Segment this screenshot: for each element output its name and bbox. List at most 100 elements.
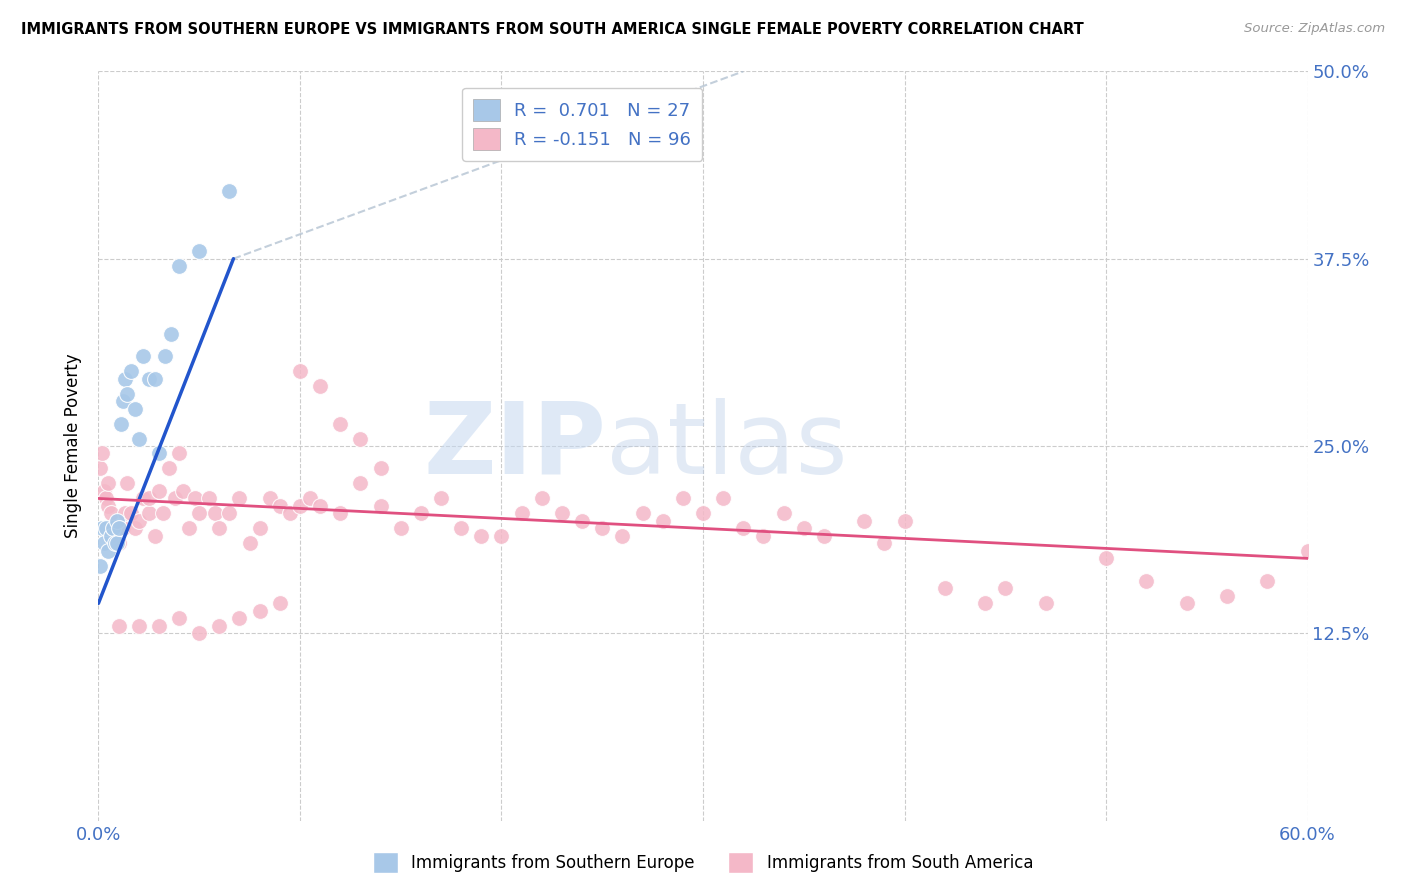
- Point: [143, 529, 166, 543]
- Point: [370, 499, 392, 513]
- Point: [93, 536, 115, 550]
- Point: [143, 371, 166, 385]
- Point: [107, 536, 129, 550]
- Point: [299, 491, 322, 506]
- Text: ZIP: ZIP: [423, 398, 606, 494]
- Point: [1296, 544, 1319, 558]
- Text: IMMIGRANTS FROM SOUTHERN EUROPE VS IMMIGRANTS FROM SOUTH AMERICA SINGLE FEMALE P: IMMIGRANTS FROM SOUTHERN EUROPE VS IMMIG…: [21, 22, 1084, 37]
- Point: [349, 432, 371, 446]
- Point: [370, 461, 392, 475]
- Point: [167, 259, 190, 273]
- Point: [101, 521, 124, 535]
- Point: [530, 491, 553, 506]
- Point: [120, 364, 142, 378]
- Point: [893, 514, 915, 528]
- Point: [124, 401, 146, 416]
- Point: [103, 536, 125, 550]
- Point: [110, 417, 132, 431]
- Point: [249, 604, 271, 618]
- Point: [91, 446, 114, 460]
- Point: [711, 491, 734, 506]
- Point: [259, 491, 281, 506]
- Point: [148, 483, 170, 498]
- Point: [188, 626, 211, 640]
- Point: [111, 394, 134, 409]
- Point: [138, 491, 160, 506]
- Point: [179, 521, 201, 535]
- Point: [96, 491, 118, 506]
- Point: [100, 507, 122, 521]
- Point: [672, 491, 695, 506]
- Point: [631, 507, 654, 521]
- Point: [105, 536, 128, 550]
- Point: [160, 326, 183, 341]
- Point: [124, 521, 146, 535]
- Point: [1256, 574, 1278, 588]
- Point: [188, 244, 211, 259]
- Legend: R =  0.701   N = 27, R = -0.151   N = 96: R = 0.701 N = 27, R = -0.151 N = 96: [463, 88, 702, 161]
- Point: [752, 529, 775, 543]
- Point: [152, 507, 174, 521]
- Point: [91, 521, 114, 535]
- Point: [120, 507, 142, 521]
- Point: [329, 507, 352, 521]
- Point: [309, 499, 332, 513]
- Point: [105, 529, 128, 543]
- Point: [132, 491, 155, 506]
- Point: [612, 529, 634, 543]
- Point: [128, 432, 150, 446]
- Point: [510, 507, 533, 521]
- Point: [793, 521, 815, 535]
- Point: [128, 619, 150, 633]
- Point: [101, 521, 124, 535]
- Point: [138, 507, 160, 521]
- Point: [163, 491, 186, 506]
- Point: [772, 507, 794, 521]
- Point: [491, 529, 513, 543]
- Point: [218, 507, 240, 521]
- Point: [115, 476, 138, 491]
- Point: [1175, 596, 1198, 610]
- Point: [115, 386, 138, 401]
- Point: [853, 514, 876, 528]
- Point: [198, 491, 221, 506]
- Point: [89, 461, 111, 475]
- Point: [269, 499, 291, 513]
- Point: [89, 558, 111, 573]
- Point: [551, 507, 574, 521]
- Point: [470, 529, 492, 543]
- Point: [329, 417, 352, 431]
- Point: [239, 536, 262, 550]
- Text: atlas: atlas: [606, 398, 848, 494]
- Point: [1095, 551, 1118, 566]
- Point: [184, 491, 207, 506]
- Point: [96, 521, 118, 535]
- Legend: Immigrants from Southern Europe, Immigrants from South America: Immigrants from Southern Europe, Immigra…: [367, 846, 1039, 880]
- Point: [218, 184, 240, 198]
- Point: [288, 499, 311, 513]
- Point: [107, 619, 129, 633]
- Point: [100, 529, 122, 543]
- Point: [994, 582, 1017, 596]
- Point: [269, 596, 291, 610]
- Point: [110, 521, 132, 535]
- Point: [651, 514, 673, 528]
- Point: [105, 514, 128, 528]
- Point: [208, 619, 231, 633]
- Point: [132, 349, 155, 363]
- Point: [97, 499, 120, 513]
- Point: [208, 521, 231, 535]
- Point: [1035, 596, 1057, 610]
- Point: [349, 476, 371, 491]
- Point: [571, 514, 593, 528]
- Point: [157, 461, 180, 475]
- Point: [1216, 589, 1239, 603]
- Point: [309, 379, 332, 393]
- Point: [1135, 574, 1157, 588]
- Point: [873, 536, 896, 550]
- Point: [167, 611, 190, 625]
- Point: [409, 507, 432, 521]
- Text: Source: ZipAtlas.com: Source: ZipAtlas.com: [1244, 22, 1385, 36]
- Point: [733, 521, 755, 535]
- Point: [188, 507, 211, 521]
